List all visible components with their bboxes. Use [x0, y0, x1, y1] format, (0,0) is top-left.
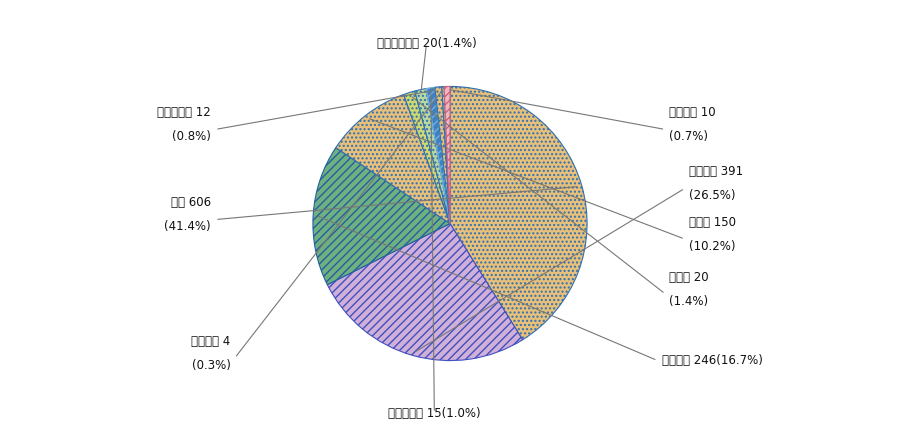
Wedge shape — [445, 86, 450, 224]
Text: (0.7%): (0.7%) — [670, 130, 708, 143]
Wedge shape — [403, 91, 450, 224]
Text: 大洋州系 4: 大洋州系 4 — [192, 335, 230, 348]
Text: (10.2%): (10.2%) — [688, 240, 735, 253]
Text: 西欧系 20: 西欧系 20 — [670, 271, 709, 284]
Text: (41.4%): (41.4%) — [165, 220, 211, 233]
Wedge shape — [442, 87, 450, 224]
Text: (0.3%): (0.3%) — [192, 359, 230, 372]
Text: 中南米系 246(16.7%): 中南米系 246(16.7%) — [662, 354, 762, 367]
Wedge shape — [313, 148, 450, 285]
Text: 英語 606: 英語 606 — [171, 196, 212, 209]
Text: (0.8%): (0.8%) — [172, 130, 212, 143]
Text: (1.4%): (1.4%) — [670, 295, 708, 308]
Text: 複数言語 10: 複数言語 10 — [670, 106, 716, 119]
Text: (26.5%): (26.5%) — [688, 189, 735, 202]
Text: 中東系 150: 中東系 150 — [688, 216, 736, 229]
Text: アジア系 391: アジア系 391 — [688, 165, 743, 178]
Text: ポルトガル語 20(1.4%): ポルトガル語 20(1.4%) — [376, 37, 476, 50]
Text: フランス語 12: フランス語 12 — [158, 106, 212, 119]
Wedge shape — [435, 87, 450, 224]
Wedge shape — [328, 224, 523, 361]
Wedge shape — [415, 89, 450, 224]
Text: アフリカ系 15(1.0%): アフリカ系 15(1.0%) — [388, 407, 481, 420]
Wedge shape — [336, 94, 450, 224]
Wedge shape — [427, 87, 450, 224]
Wedge shape — [450, 86, 587, 340]
